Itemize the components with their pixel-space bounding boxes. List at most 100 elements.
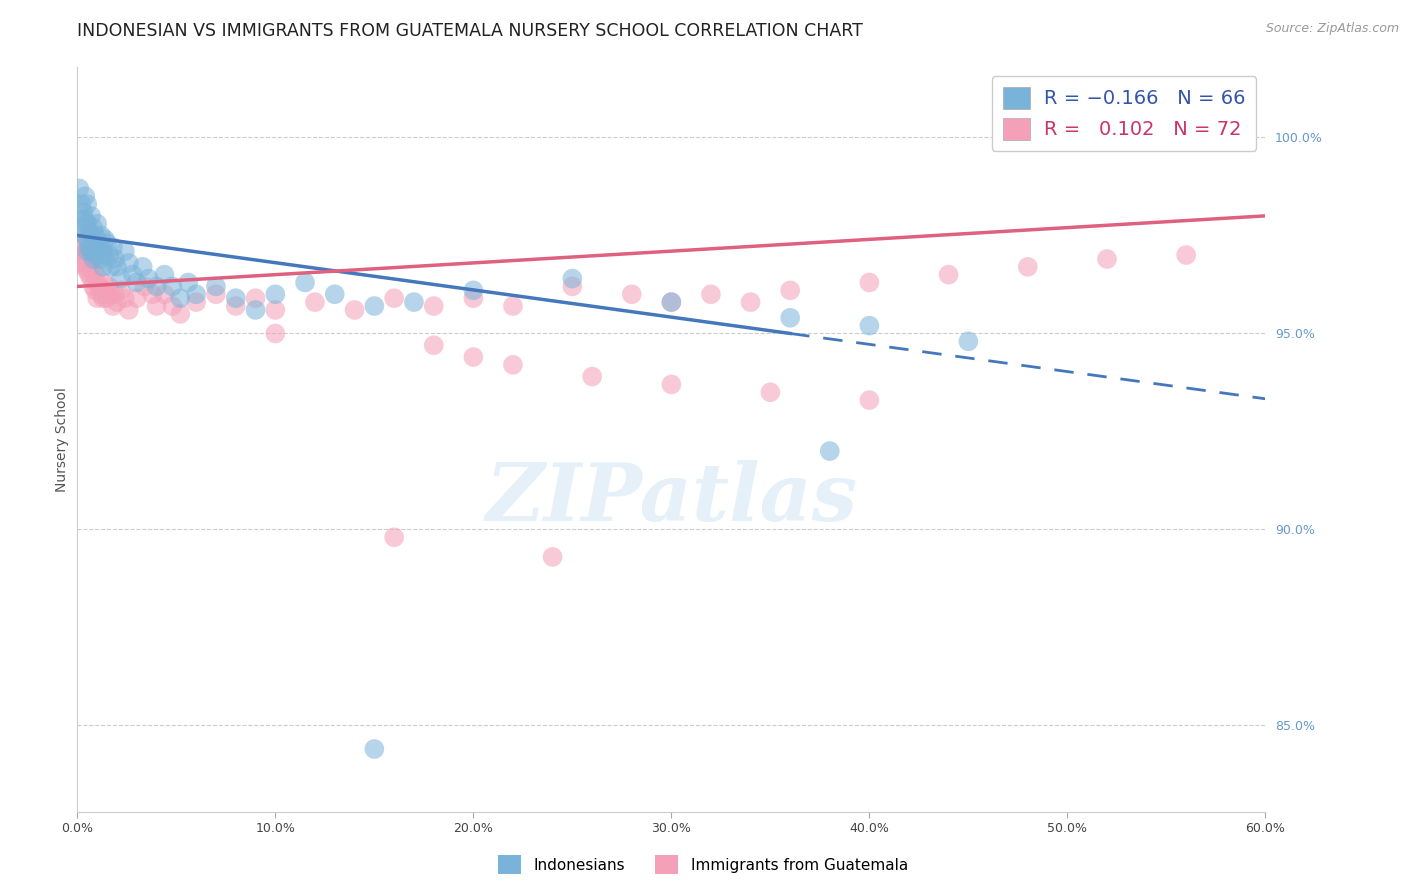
Point <box>91 291 114 305</box>
Point <box>169 291 191 305</box>
Point <box>84 284 107 298</box>
Point <box>779 310 801 325</box>
Point <box>110 284 132 298</box>
Point <box>382 291 405 305</box>
Point <box>423 338 446 352</box>
Text: INDONESIAN VS IMMIGRANTS FROM GUATEMALA NURSERY SCHOOL CORRELATION CHART: INDONESIAN VS IMMIGRANTS FROM GUATEMALA … <box>77 22 863 40</box>
Point <box>105 260 128 274</box>
Point <box>100 260 122 274</box>
Point <box>162 299 184 313</box>
Point <box>118 256 141 270</box>
Point <box>101 240 124 254</box>
Point <box>938 268 960 282</box>
Point <box>225 291 247 305</box>
Point <box>67 181 90 195</box>
Point <box>77 240 100 254</box>
Point <box>153 268 176 282</box>
Point <box>105 295 128 310</box>
Point <box>502 299 524 313</box>
Point <box>323 287 346 301</box>
Point <box>502 358 524 372</box>
Point <box>84 248 107 262</box>
Point <box>661 295 683 310</box>
Point <box>177 276 200 290</box>
Point <box>145 279 167 293</box>
Point <box>561 271 583 285</box>
Point <box>96 236 118 251</box>
Point <box>91 260 114 274</box>
Point <box>75 212 97 227</box>
Point <box>1175 248 1198 262</box>
Point <box>142 287 165 301</box>
Point <box>86 276 108 290</box>
Point <box>76 197 98 211</box>
Point <box>858 276 880 290</box>
Point <box>86 291 108 305</box>
Point <box>1017 260 1039 274</box>
Point <box>104 287 127 301</box>
Point <box>76 248 98 262</box>
Point <box>94 232 117 246</box>
Point <box>75 260 97 274</box>
Point <box>134 279 156 293</box>
Point <box>110 271 132 285</box>
Point <box>72 256 94 270</box>
Point <box>77 225 100 239</box>
Point <box>957 334 980 349</box>
Point <box>363 299 385 313</box>
Point <box>779 284 801 298</box>
Point <box>661 377 683 392</box>
Point <box>82 279 104 293</box>
Point <box>169 307 191 321</box>
Point <box>86 232 108 246</box>
Point <box>561 279 583 293</box>
Point <box>225 299 247 313</box>
Point <box>91 244 114 259</box>
Point <box>125 291 148 305</box>
Point <box>264 287 287 301</box>
Point <box>264 326 287 341</box>
Point <box>82 220 104 235</box>
Text: Source: ZipAtlas.com: Source: ZipAtlas.com <box>1265 22 1399 36</box>
Point <box>86 217 108 231</box>
Point <box>118 302 141 317</box>
Point <box>90 252 112 266</box>
Point <box>70 197 93 211</box>
Point <box>114 244 136 259</box>
Point <box>87 240 110 254</box>
Point <box>76 232 98 246</box>
Point <box>94 248 117 262</box>
Text: ZIPatlas: ZIPatlas <box>485 460 858 538</box>
Point <box>245 302 267 317</box>
Point <box>162 279 184 293</box>
Point <box>72 220 94 235</box>
Point <box>125 276 148 290</box>
Point <box>82 264 104 278</box>
Point <box>1095 252 1118 266</box>
Point <box>76 244 98 259</box>
Point <box>382 530 405 544</box>
Point <box>80 209 103 223</box>
Point <box>145 299 167 313</box>
Point <box>463 291 485 305</box>
Point <box>72 240 94 254</box>
Point <box>80 271 103 285</box>
Point <box>205 279 228 293</box>
Point <box>138 271 160 285</box>
Point <box>114 291 136 305</box>
Point <box>186 287 208 301</box>
Point <box>186 295 208 310</box>
Point <box>72 205 94 219</box>
Point <box>581 369 603 384</box>
Point <box>80 244 103 259</box>
Point <box>91 276 114 290</box>
Point <box>131 260 153 274</box>
Point <box>76 264 98 278</box>
Point <box>104 252 127 266</box>
Point <box>75 189 97 203</box>
Point <box>205 287 228 301</box>
Point <box>77 268 100 282</box>
Point <box>84 228 107 243</box>
Y-axis label: Nursery School: Nursery School <box>55 387 69 491</box>
Point <box>858 393 880 408</box>
